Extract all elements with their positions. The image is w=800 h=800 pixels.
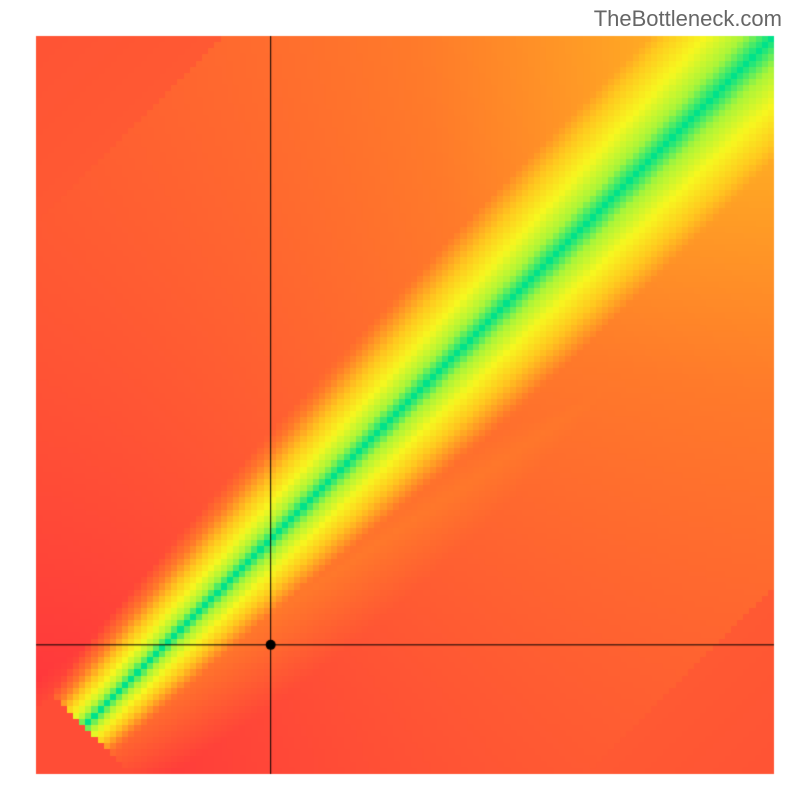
watermark-label: TheBottleneck.com <box>594 6 782 32</box>
bottleneck-heatmap <box>0 0 800 800</box>
chart-container: TheBottleneck.com <box>0 0 800 800</box>
